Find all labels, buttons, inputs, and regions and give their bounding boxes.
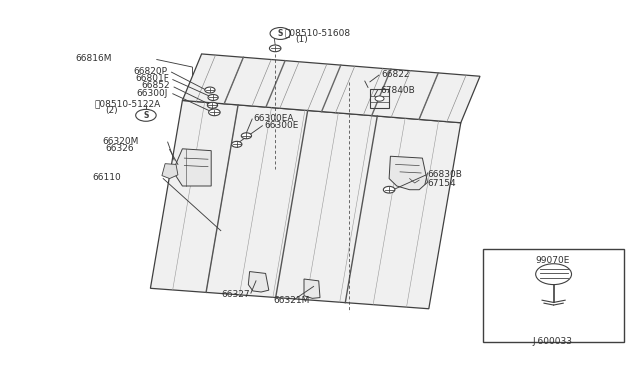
Text: S: S: [278, 29, 283, 38]
Circle shape: [207, 102, 218, 108]
Text: 67840B: 67840B: [380, 86, 415, 94]
Text: 99070E: 99070E: [535, 256, 570, 265]
Text: 66321M: 66321M: [273, 296, 309, 305]
Circle shape: [209, 109, 220, 116]
Polygon shape: [304, 279, 320, 298]
Circle shape: [241, 133, 252, 139]
Text: Ⓝ08510-51608: Ⓝ08510-51608: [285, 28, 351, 37]
Text: (1): (1): [296, 35, 308, 44]
Text: S: S: [143, 111, 148, 120]
Circle shape: [205, 87, 215, 93]
Text: 66300EA: 66300EA: [253, 114, 294, 123]
Text: 66300J: 66300J: [136, 89, 168, 98]
Circle shape: [383, 186, 395, 193]
Text: 67154: 67154: [427, 179, 456, 187]
Polygon shape: [173, 149, 211, 186]
Circle shape: [269, 45, 281, 52]
Polygon shape: [248, 272, 269, 292]
Circle shape: [208, 94, 218, 100]
Text: Ⓝ08510-5122A: Ⓝ08510-5122A: [95, 100, 161, 109]
Circle shape: [136, 109, 156, 121]
Polygon shape: [182, 54, 480, 123]
Text: 66816M: 66816M: [76, 54, 112, 63]
Text: 66801F: 66801F: [135, 74, 169, 83]
Bar: [483, 249, 624, 342]
Text: 66327: 66327: [221, 290, 250, 299]
Circle shape: [270, 28, 291, 39]
Text: 66820P: 66820P: [134, 67, 168, 76]
Text: 66822: 66822: [381, 70, 410, 79]
Text: 66320M: 66320M: [102, 137, 139, 146]
Text: 66830B: 66830B: [428, 170, 462, 179]
Text: J 600033: J 600033: [532, 337, 572, 346]
Circle shape: [536, 264, 572, 285]
Circle shape: [232, 141, 242, 147]
Circle shape: [375, 96, 384, 101]
Polygon shape: [150, 100, 461, 309]
Polygon shape: [389, 156, 428, 190]
Text: 66300E: 66300E: [264, 121, 299, 130]
Text: 66326: 66326: [106, 144, 134, 153]
Polygon shape: [162, 164, 178, 179]
Text: (2): (2): [106, 106, 118, 115]
Text: 66852: 66852: [141, 81, 170, 90]
Text: 66110: 66110: [93, 173, 122, 182]
